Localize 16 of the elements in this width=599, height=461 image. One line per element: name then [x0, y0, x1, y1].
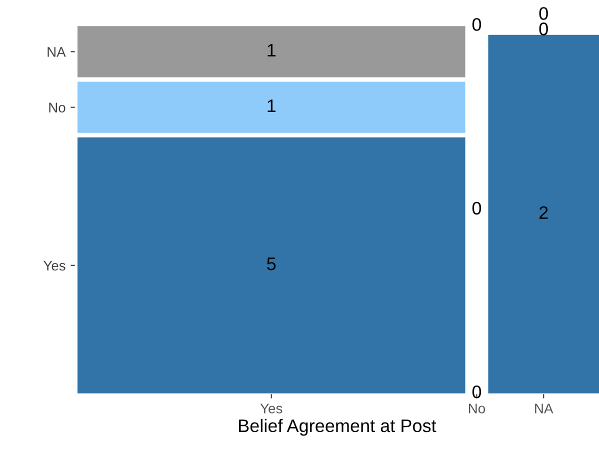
data-label: 0 [472, 18, 482, 31]
series-label: Yes [43, 260, 66, 271]
category-label: No [468, 404, 486, 414]
series-label: No [49, 102, 66, 112]
data-label: 1 [268, 44, 276, 56]
data-label: 0 [472, 202, 482, 215]
data-label: 0 [539, 22, 548, 36]
data-label: 1 [268, 100, 276, 112]
data-label: 0 [472, 385, 482, 398]
data-label: 2 [539, 206, 548, 219]
category-label: NA [535, 404, 554, 414]
data-label: 0 [539, 7, 548, 20]
text: Belief Agreement at Post [239, 418, 436, 436]
data-label: 5 [267, 258, 276, 270]
series-label: NA [48, 47, 66, 57]
category-label: Yes [260, 404, 282, 414]
